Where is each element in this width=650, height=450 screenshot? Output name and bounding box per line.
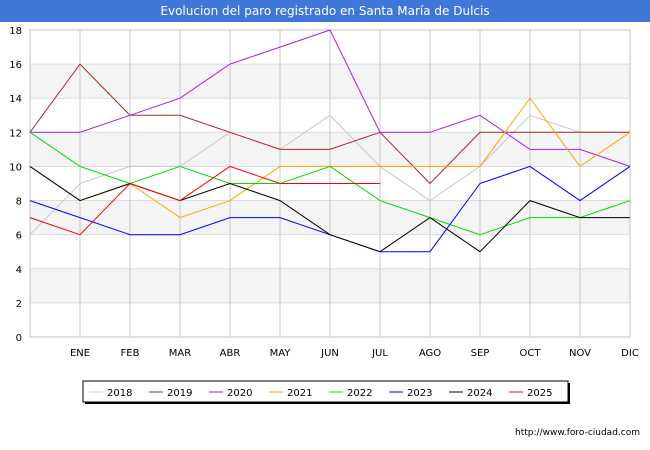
y-tick-label: 16 — [9, 60, 22, 71]
x-tick-label: MAR — [169, 348, 191, 359]
y-tick-label: 4 — [16, 265, 22, 276]
legend-label-2018: 2018 — [107, 388, 132, 399]
legend: 2018 2019 2020 2021 2022 2023 2024 2025 — [82, 380, 570, 404]
x-tick-label: ABR — [220, 348, 241, 359]
x-tick-label: FEB — [121, 348, 140, 359]
x-tick-label: SEP — [471, 348, 490, 359]
x-tick-label: NOV — [569, 348, 591, 359]
legend-label-2024: 2024 — [467, 388, 492, 399]
y-tick-label: 12 — [9, 128, 22, 139]
y-tick-label: 0 — [16, 333, 22, 344]
x-tick-label: AGO — [419, 348, 441, 359]
legend-label-2022: 2022 — [347, 388, 372, 399]
series-lines — [29, 29, 631, 253]
y-tick-label: 10 — [9, 162, 22, 173]
y-tick-label: 18 — [9, 26, 22, 37]
x-tick-label: MAY — [270, 348, 292, 359]
legend-label-2023: 2023 — [407, 388, 432, 399]
chart-title: Evolucion del paro registrado en Santa M… — [0, 0, 650, 22]
x-tick-label: ENE — [70, 348, 90, 359]
y-tick-label: 8 — [16, 197, 22, 208]
x-tick-label: JUL — [371, 348, 388, 359]
x-tick-label: DIC — [621, 348, 639, 359]
legend-box — [82, 380, 569, 403]
legend-label-2019: 2019 — [167, 388, 192, 399]
series-line-2020 — [30, 29, 631, 167]
x-tick-label: OCT — [520, 348, 542, 359]
y-tick-label: 2 — [16, 299, 22, 310]
x-axis: ENE FEB MAR ABR MAY JUN JUL AGO SEP OCT NOV DIC — [70, 348, 639, 359]
y-tick-label: 14 — [9, 94, 22, 105]
y-axis: 0 2 4 6 8 10 12 14 16 18 — [9, 26, 22, 344]
series-line-2025 — [29, 165, 380, 236]
source-url: http://www.foro-ciudad.com — [515, 428, 640, 438]
legend-label-2020: 2020 — [227, 388, 252, 399]
x-tick-label: JUN — [320, 348, 339, 359]
series-line-2018 — [29, 114, 630, 236]
y-tick-label: 6 — [16, 231, 22, 242]
legend-label-2021: 2021 — [287, 388, 312, 399]
legend-label-2025: 2025 — [527, 388, 552, 399]
